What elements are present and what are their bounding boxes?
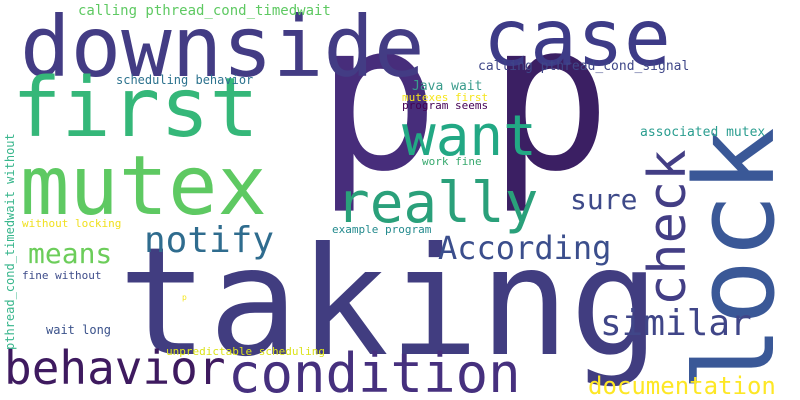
word-p-large-1: p [316, 0, 440, 217]
word-p-small: p [182, 293, 187, 302]
word-without-locking: without locking [22, 217, 122, 230]
word-similar: similar [600, 303, 752, 344]
word-means: means [28, 237, 113, 270]
word-condition: condition [228, 342, 521, 400]
word-fine-without: fine without [22, 269, 102, 282]
word-downside: downside [20, 0, 425, 96]
word-calling-pthread-cond-signal: calling pthread_cond_signal [478, 59, 690, 74]
word-first: first [12, 61, 259, 156]
word-according: According [438, 229, 612, 267]
word-check-vertical: check [638, 149, 698, 306]
word-sure: sure [570, 183, 638, 216]
word-mutex: mutex [20, 139, 267, 234]
word-wait-long: wait long [46, 323, 112, 337]
word-mutexes-first: mutexes first [402, 91, 489, 104]
word-scheduling-behavior: scheduling behavior [116, 73, 254, 87]
word-case: case [483, 0, 671, 84]
word-java-wait: Java wait [412, 79, 483, 94]
word-want: want [402, 104, 537, 169]
word-p-large-2: p [488, 0, 612, 217]
word-example-program: example program [332, 223, 432, 236]
word-program-seems: program seems [402, 99, 489, 112]
word-behavior: behavior [4, 341, 226, 395]
word-documentation: documentation [588, 372, 776, 400]
word-calling-pthread-cond-timedwait: calling pthread_cond_timedwait [78, 3, 331, 19]
word-work-fine: work fine [422, 155, 482, 168]
word-associated-mutex: associated mutex [640, 125, 766, 140]
word-notify: notify [144, 220, 275, 261]
word-really: really [336, 171, 539, 236]
word-unpredictable-scheduling: unpredictable scheduling [166, 345, 325, 358]
word-pthread-cond-timedwait-without-vertical: pthread_cond_timedwait without [3, 133, 17, 350]
word-taking: taking [118, 216, 660, 390]
